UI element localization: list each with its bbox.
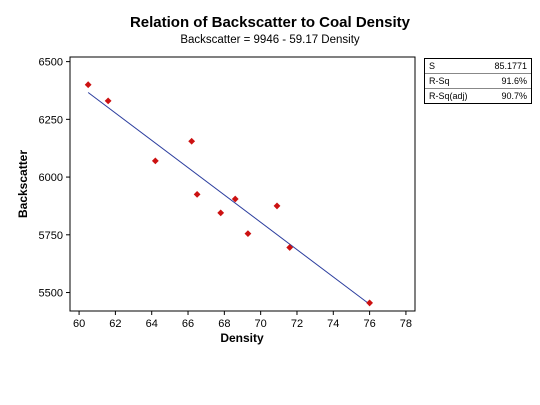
- x-tick-label: 60: [73, 318, 85, 330]
- y-tick-label: 5500: [39, 288, 63, 300]
- regression-stats-box: S 85.1771 R-Sq 91.6% R-Sq(adj) 90.7%: [424, 58, 532, 104]
- x-tick-label: 62: [109, 318, 121, 330]
- x-tick-label: 66: [182, 318, 194, 330]
- x-tick-label: 72: [291, 318, 303, 330]
- data-point: [231, 195, 239, 203]
- data-point: [104, 97, 112, 105]
- chart-title: Relation of Backscatter to Coal Density: [129, 14, 411, 31]
- stat-value: 91.6%: [501, 76, 527, 86]
- x-axis: 60 62 64 66 68 70 72 74 76 78: [73, 311, 412, 330]
- x-tick-label: 76: [363, 318, 375, 330]
- stat-row-s: S 85.1771: [425, 59, 531, 73]
- data-point: [273, 202, 281, 210]
- stat-row-rsq-adj: R-Sq(adj) 90.7%: [425, 88, 531, 103]
- stat-label: S: [429, 61, 436, 71]
- y-tick-label: 6000: [39, 172, 63, 184]
- data-point: [151, 157, 159, 165]
- y-axis-label: Backscatter: [16, 150, 30, 218]
- stat-label: R-Sq: [429, 76, 450, 86]
- data-points: [84, 81, 374, 307]
- data-point: [193, 190, 201, 198]
- data-point: [188, 137, 196, 145]
- x-tick-label: 68: [218, 318, 230, 330]
- chart-subtitle: Backscatter = 9946 - 59.17 Density: [180, 34, 360, 46]
- stat-value: 90.7%: [501, 91, 527, 101]
- data-point: [366, 299, 374, 307]
- x-tick-label: 74: [327, 318, 339, 330]
- x-tick-label: 78: [400, 318, 412, 330]
- x-tick-label: 64: [146, 318, 158, 330]
- data-point: [217, 209, 225, 217]
- y-tick-label: 6500: [39, 57, 63, 69]
- data-point: [244, 230, 252, 238]
- x-axis-label: Density: [220, 331, 264, 345]
- stat-row-rsq: R-Sq 91.6%: [425, 73, 531, 88]
- regression-fit-line: [87, 92, 370, 305]
- regression-line: [87, 92, 370, 305]
- y-tick-label: 5750: [39, 230, 63, 242]
- data-point: [286, 244, 294, 251]
- y-axis: 5500 5750 6000 6250 6500: [39, 57, 70, 300]
- stat-value: 85.1771: [494, 61, 527, 71]
- plot-area: [69, 56, 416, 312]
- stat-label: R-Sq(adj): [429, 91, 468, 101]
- y-tick-label: 6250: [39, 114, 63, 126]
- x-tick-label: 70: [255, 318, 267, 330]
- data-point: [84, 81, 92, 89]
